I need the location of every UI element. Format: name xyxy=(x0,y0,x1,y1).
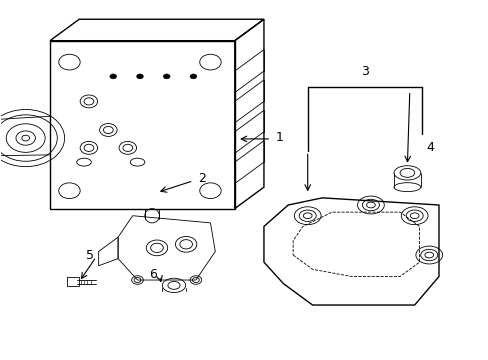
Text: 6: 6 xyxy=(149,268,157,281)
Text: 2: 2 xyxy=(198,172,206,185)
Text: 4: 4 xyxy=(426,141,434,154)
Circle shape xyxy=(136,74,143,79)
Text: 5: 5 xyxy=(85,249,94,262)
Text: 3: 3 xyxy=(360,65,368,78)
Text: 1: 1 xyxy=(276,131,284,144)
Circle shape xyxy=(190,74,197,79)
Circle shape xyxy=(110,74,116,79)
Circle shape xyxy=(163,74,170,79)
